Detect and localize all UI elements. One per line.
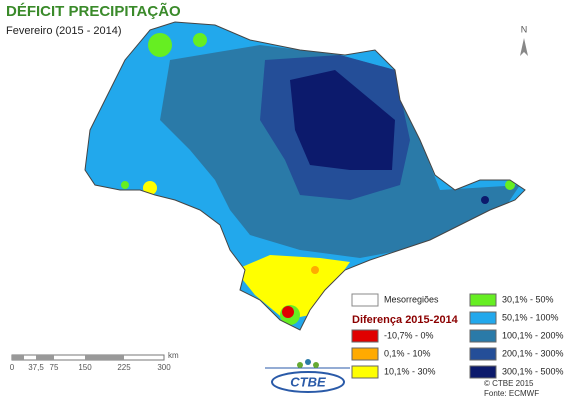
state-map	[85, 22, 525, 330]
scale-label: 300	[157, 363, 171, 372]
legend-label: 30,1% - 50%	[502, 294, 554, 304]
scale-bar	[11, 354, 165, 361]
legend-swatch	[469, 311, 497, 325]
legend-label: 50,1% - 100%	[502, 312, 559, 322]
scale-label: 150	[78, 363, 92, 372]
scale-labels: 0 37,5 75 150 225 300 km	[10, 351, 179, 372]
scale-label: 75	[50, 363, 59, 372]
title: DÉFICIT PRECIPITAÇÃO	[6, 2, 181, 20]
legend-swatch	[469, 329, 497, 343]
legend-swatch	[469, 293, 497, 307]
state-outline	[84, 21, 526, 331]
legend: -10,7% - 0% 0,1% - 10% 10,1% - 30% 30,1% - …	[351, 293, 564, 379]
legend-label: -10,7% - 0%	[384, 330, 434, 340]
legend-swatch	[351, 365, 379, 379]
legend-label: 100,1% - 200%	[502, 330, 564, 340]
legend-swatch	[351, 347, 379, 361]
legend-label: 10,1% - 30%	[384, 366, 436, 376]
logo: CTBE	[265, 359, 350, 393]
legend-swatch	[469, 365, 497, 379]
subtitle: Fevereiro (2015 - 2014)	[6, 25, 122, 37]
legend-title: Diferença 2015-2014	[352, 314, 459, 326]
legend-label: 0,1% - 10%	[384, 348, 431, 358]
scale-unit: km	[168, 351, 179, 360]
north-arrow: N	[520, 24, 528, 56]
north-label: N	[521, 24, 528, 34]
legend-label: 300,1% - 500%	[502, 366, 564, 376]
scale-label: 0	[10, 363, 15, 372]
legend-swatch	[351, 329, 379, 343]
credit: Fonte: ECMWF	[484, 389, 539, 398]
scale-label: 37,5	[28, 363, 44, 372]
logo-text: CTBE	[290, 374, 326, 389]
boundary-label: Mesorregiões	[384, 294, 439, 304]
boundary-swatch	[351, 293, 379, 307]
credit: © CTBE 2015	[484, 379, 534, 388]
legend-label: 200,1% - 300%	[502, 348, 564, 358]
scale-label: 225	[117, 363, 131, 372]
legend-swatch	[469, 347, 497, 361]
